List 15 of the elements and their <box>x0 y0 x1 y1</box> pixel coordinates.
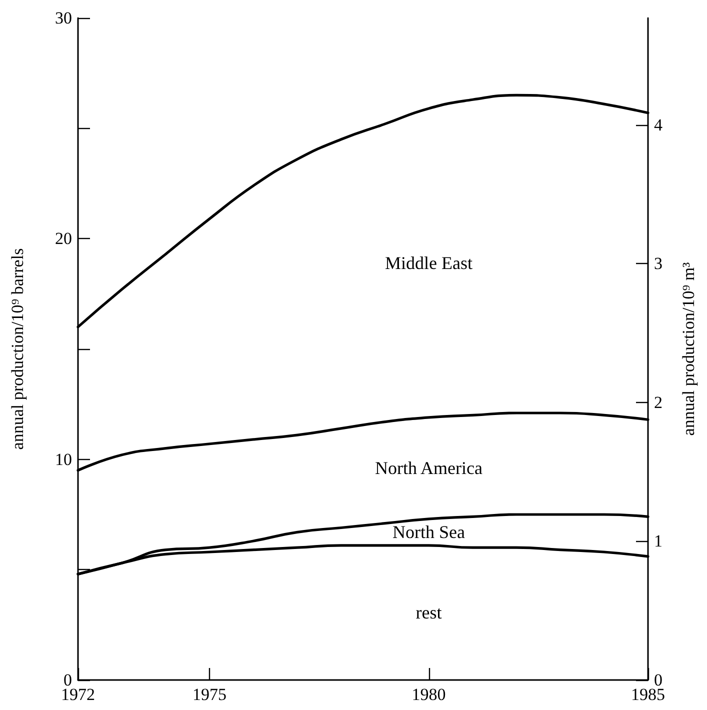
y2-tick-label: 3 <box>654 254 662 274</box>
y2-tick-label: 4 <box>654 115 663 134</box>
annotation: Middle East <box>385 252 473 273</box>
x-tick-label: 1975 <box>192 685 227 704</box>
annotation: North Sea <box>392 522 466 542</box>
x-tick-label: 1980 <box>412 685 446 704</box>
y2-tick-label: 2 <box>654 392 662 412</box>
y-tick-label: 30 <box>55 8 72 28</box>
y-tick-label: 10 <box>55 450 72 469</box>
y2-axis-title: annual production/10⁹ m³ <box>679 262 698 436</box>
y2-tick-label: 1 <box>654 532 662 551</box>
y-tick-label: 20 <box>55 229 72 248</box>
annotation: rest <box>416 602 442 623</box>
y-axis-title: annual production/10⁹ barrels <box>8 248 27 450</box>
annotation: North America <box>375 458 483 478</box>
